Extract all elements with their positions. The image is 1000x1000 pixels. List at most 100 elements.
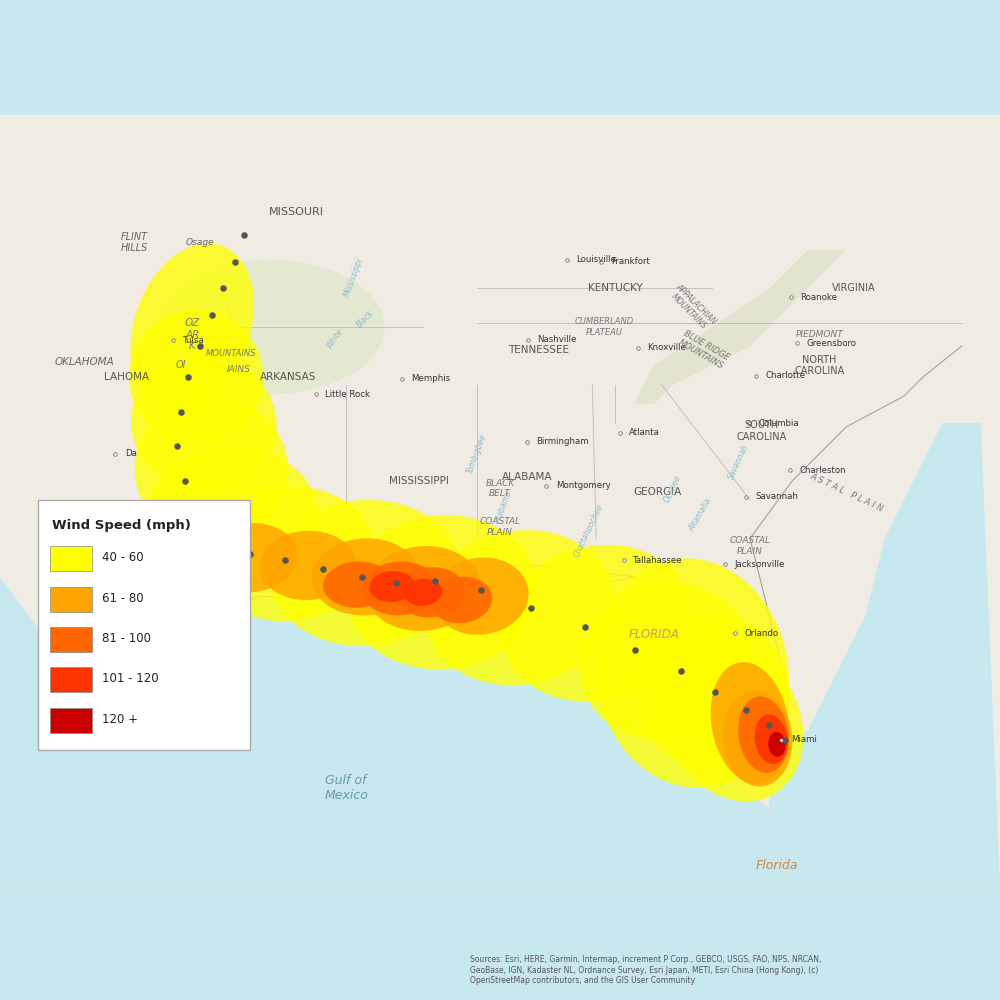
Text: NORTH
CAROLINA: NORTH CAROLINA xyxy=(794,355,844,376)
Text: Charleston: Charleston xyxy=(800,466,847,475)
Ellipse shape xyxy=(433,557,529,635)
Ellipse shape xyxy=(362,562,438,615)
Text: A S T A L   P L A I N: A S T A L P L A I N xyxy=(808,471,884,513)
Point xyxy=(180,369,196,385)
Ellipse shape xyxy=(501,545,691,701)
Text: Greensboro: Greensboro xyxy=(806,339,856,348)
Text: Atlanta: Atlanta xyxy=(629,428,660,437)
Text: Chattahoochee: Chattahoochee xyxy=(572,502,605,559)
Text: PIEDMONT: PIEDMONT xyxy=(795,330,843,339)
Point xyxy=(315,561,331,577)
Text: 61 - 80: 61 - 80 xyxy=(102,592,144,605)
Ellipse shape xyxy=(312,538,419,615)
Text: FLORIDA: FLORIDA xyxy=(628,628,679,641)
Point xyxy=(523,600,539,616)
FancyBboxPatch shape xyxy=(50,627,92,652)
Ellipse shape xyxy=(365,546,481,631)
Ellipse shape xyxy=(404,579,442,606)
Text: Frankfort: Frankfort xyxy=(611,257,650,266)
Text: BLUE RIDGE
MOUNTAINS: BLUE RIDGE MOUNTAINS xyxy=(677,329,731,371)
Text: ALABAMA: ALABAMA xyxy=(502,472,552,482)
Text: Miami: Miami xyxy=(791,735,817,744)
Ellipse shape xyxy=(323,561,392,608)
Text: BLACK
BELT: BLACK BELT xyxy=(485,479,515,498)
Text: Florida: Florida xyxy=(756,859,798,872)
FancyBboxPatch shape xyxy=(50,587,92,612)
Text: Roanoke: Roanoke xyxy=(800,293,837,302)
Point xyxy=(473,582,489,598)
Ellipse shape xyxy=(768,732,786,757)
Ellipse shape xyxy=(580,583,751,740)
Ellipse shape xyxy=(131,243,254,411)
Point xyxy=(236,227,252,243)
Text: MISSOURI: MISSOURI xyxy=(269,207,324,217)
Text: COASTAL
PLAIN: COASTAL PLAIN xyxy=(479,517,520,537)
Text: Charlotte: Charlotte xyxy=(766,371,806,380)
Ellipse shape xyxy=(369,571,415,602)
Text: OZ
AR
K: OZ AR K xyxy=(185,318,200,351)
Text: Birmingham: Birmingham xyxy=(537,437,589,446)
Text: Tombigbee: Tombigbee xyxy=(466,433,488,475)
Point xyxy=(427,573,443,589)
Text: Osage: Osage xyxy=(186,238,214,247)
Ellipse shape xyxy=(431,577,492,623)
FancyBboxPatch shape xyxy=(50,708,92,733)
Ellipse shape xyxy=(711,662,789,784)
Text: Columbia: Columbia xyxy=(758,419,799,428)
Text: COASTAL
PLAIN: COASTAL PLAIN xyxy=(729,536,770,556)
Ellipse shape xyxy=(424,530,615,685)
Text: 120 +: 120 + xyxy=(102,713,138,726)
Text: Tallahassee: Tallahassee xyxy=(633,556,683,565)
Text: IAINS: IAINS xyxy=(227,365,250,374)
Text: Little Rock: Little Rock xyxy=(325,390,370,399)
Point xyxy=(738,702,754,718)
Ellipse shape xyxy=(755,714,788,764)
Text: Wind Speed (mph): Wind Speed (mph) xyxy=(52,519,191,532)
Point xyxy=(215,280,231,296)
Text: LAHOMA: LAHOMA xyxy=(104,372,149,382)
Text: SOUTH
CAROLINA: SOUTH CAROLINA xyxy=(736,420,787,442)
Point xyxy=(192,504,208,520)
Text: Alabama: Alabama xyxy=(494,490,514,525)
Ellipse shape xyxy=(135,396,288,542)
Text: GEORGIA: GEORGIA xyxy=(634,487,682,497)
Point xyxy=(777,732,793,748)
Text: Savannah: Savannah xyxy=(726,442,751,481)
Text: Montgomery: Montgomery xyxy=(556,481,611,490)
Point xyxy=(277,552,293,568)
Text: OKLAHOMA: OKLAHOMA xyxy=(55,357,114,367)
Text: OI: OI xyxy=(176,360,186,370)
FancyBboxPatch shape xyxy=(38,500,250,750)
Ellipse shape xyxy=(738,696,789,773)
Point xyxy=(173,404,189,420)
Point xyxy=(627,642,643,658)
Ellipse shape xyxy=(144,448,317,583)
Ellipse shape xyxy=(396,567,465,617)
Text: Mississippi: Mississippi xyxy=(343,256,365,298)
Point xyxy=(204,307,220,323)
Ellipse shape xyxy=(129,310,263,444)
Text: Orlando: Orlando xyxy=(745,629,779,638)
Ellipse shape xyxy=(658,637,803,801)
Text: Oconee: Oconee xyxy=(663,473,683,504)
Ellipse shape xyxy=(131,356,277,491)
Text: 40 - 60: 40 - 60 xyxy=(102,551,144,564)
Text: Sources: Esri, HERE, Garmin, Intermap, increment P Corp., GEBCO, USGS, FAO, NPS,: Sources: Esri, HERE, Garmin, Intermap, i… xyxy=(470,955,821,985)
Ellipse shape xyxy=(202,523,298,592)
Text: White: White xyxy=(325,327,345,350)
Text: Jacksonville: Jacksonville xyxy=(734,560,785,569)
Polygon shape xyxy=(635,250,846,404)
Text: Houston: Houston xyxy=(207,582,243,591)
Text: FLINT
HILLS: FLINT HILLS xyxy=(121,232,148,253)
Text: Da: Da xyxy=(125,449,137,458)
Point xyxy=(673,663,689,679)
FancyBboxPatch shape xyxy=(50,667,92,692)
Text: Knoxville: Knoxville xyxy=(647,343,686,352)
Polygon shape xyxy=(769,423,1000,885)
Text: Louisville: Louisville xyxy=(577,255,616,264)
Text: ARKANSAS: ARKANSAS xyxy=(260,372,317,382)
Point xyxy=(227,254,243,270)
Text: KENTUCKY: KENTUCKY xyxy=(588,283,643,293)
Text: Tulsa: Tulsa xyxy=(183,336,205,345)
Ellipse shape xyxy=(596,558,789,788)
